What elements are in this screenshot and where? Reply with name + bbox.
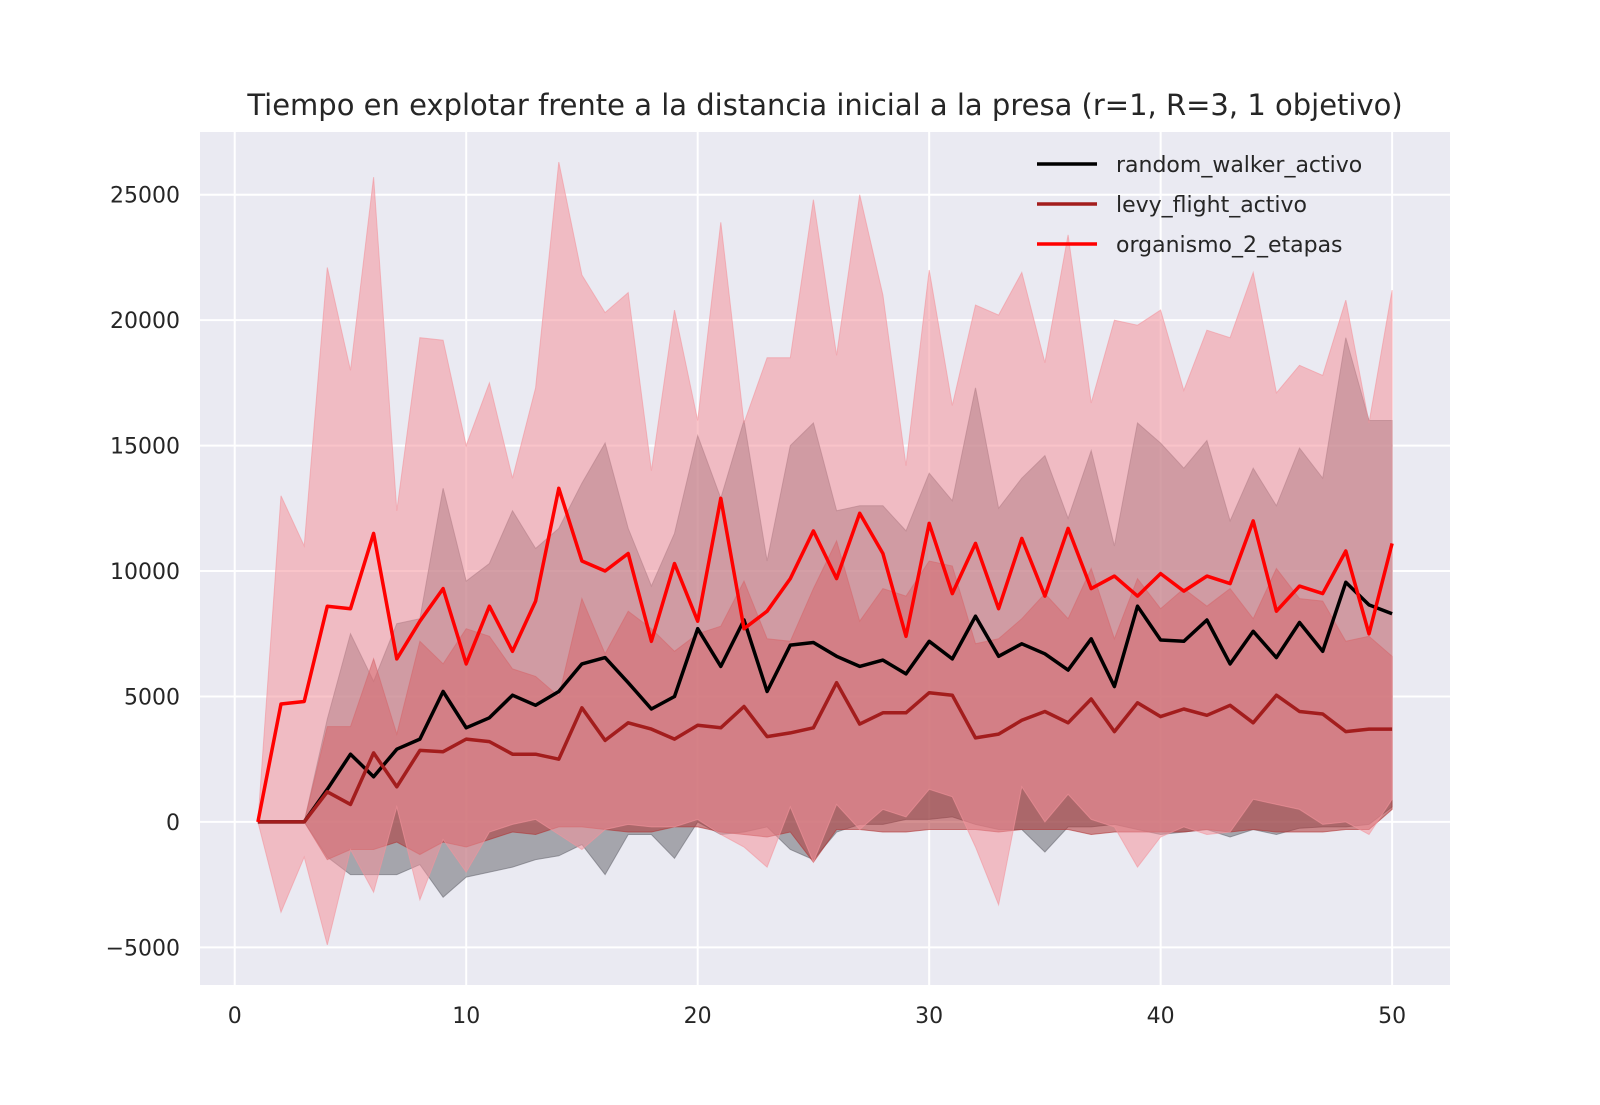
legend-label-random_walker_activo: random_walker_activo bbox=[1116, 153, 1362, 178]
legend: random_walker_activo levy_flight_activoor… bbox=[1037, 153, 1362, 258]
y-tick-label: 15000 bbox=[110, 435, 180, 460]
chart-title: Tiempo en explotar frente a la distancia… bbox=[246, 88, 1402, 122]
y-tick-label: 10000 bbox=[110, 560, 180, 585]
y-tick-label: −5000 bbox=[106, 936, 180, 961]
x-tick-label: 40 bbox=[1147, 1004, 1175, 1029]
x-tick-label: 0 bbox=[228, 1004, 242, 1029]
line-levy_flight_activo bbox=[257, 680, 1393, 824]
x-tick-label: 10 bbox=[452, 1004, 480, 1029]
tick-labels: 0 10 20 30 40 50 −5000 0 5000 10000 15000 20000 2500… bbox=[106, 184, 1407, 1029]
x-tick-label: 50 bbox=[1378, 1004, 1406, 1029]
y-tick-label: 5000 bbox=[124, 685, 180, 710]
legend-label-levy_flight_activo: levy_flight_activo bbox=[1116, 193, 1307, 218]
line-organismo_2_etapas bbox=[256, 486, 1394, 823]
y-tick-label: 25000 bbox=[110, 184, 180, 209]
line-random_walker_activo bbox=[257, 580, 1393, 824]
y-tick-label: 0 bbox=[166, 811, 180, 836]
series-lines bbox=[256, 486, 1394, 824]
x-tick-label: 20 bbox=[684, 1004, 712, 1029]
y-tick-label: 20000 bbox=[110, 309, 180, 334]
legend-label-organismo_2_etapas: organismo_2_etapas bbox=[1116, 233, 1343, 258]
x-tick-label: 30 bbox=[915, 1004, 943, 1029]
